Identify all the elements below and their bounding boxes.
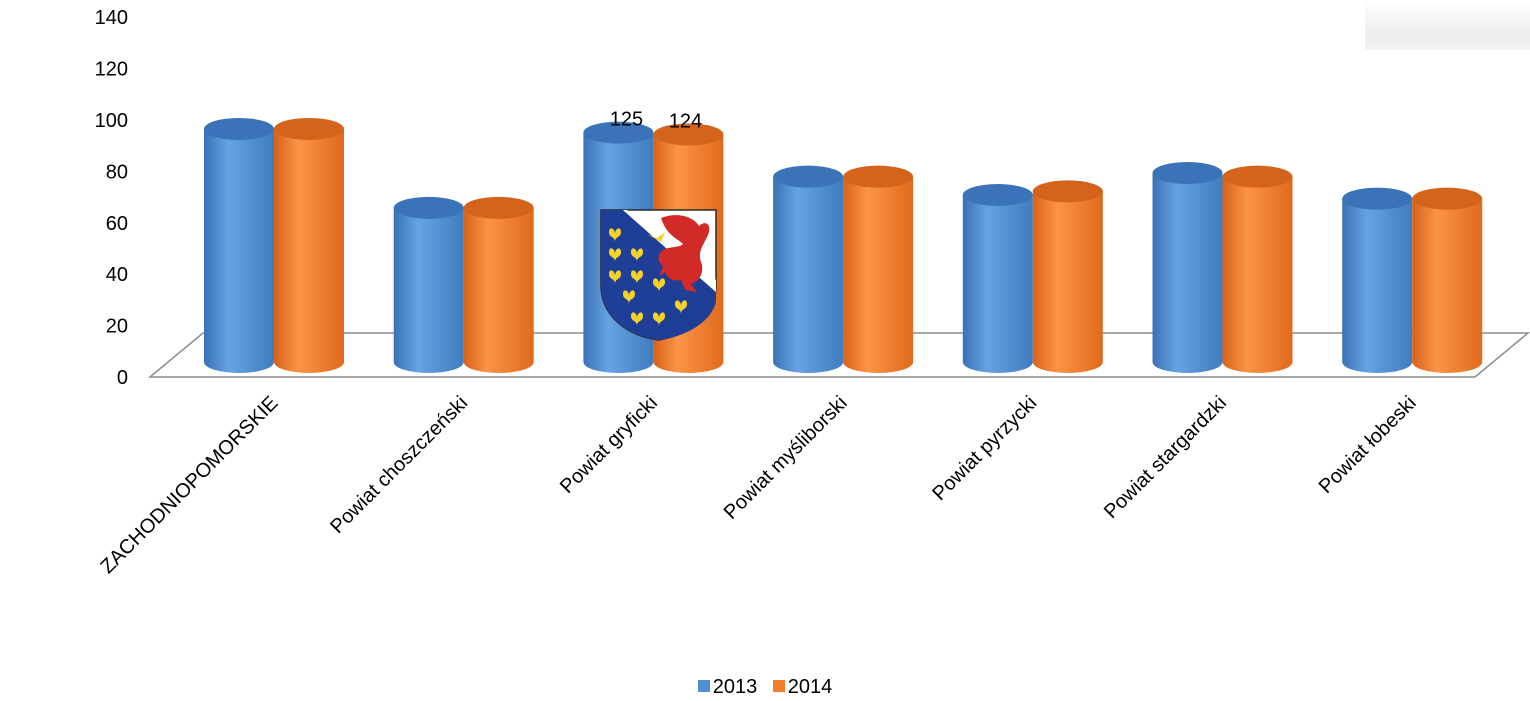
legend-item-2013: 2013: [697, 676, 758, 699]
bar-body: [1342, 198, 1413, 373]
bar: [773, 165, 844, 373]
y-tick-label: 40: [106, 264, 128, 286]
data-label: 124: [669, 110, 702, 132]
bar-top: [843, 165, 914, 188]
x-tick-label: Powiat gryficki: [556, 392, 662, 498]
bar-body: [773, 176, 844, 373]
bar: [1222, 165, 1293, 373]
bar-body: [962, 195, 1033, 373]
legend: 2013 2014: [0, 676, 1530, 699]
x-tick-label: Powiat stargardzki: [1100, 392, 1231, 523]
legend-swatch-2014: [772, 680, 785, 692]
bar: [1032, 180, 1103, 373]
bar: [962, 184, 1033, 373]
y-tick-label: 120: [95, 59, 128, 81]
bar: [204, 117, 274, 373]
y-tick-label: 80: [106, 161, 128, 183]
y-tick-label: 20: [106, 316, 128, 338]
bar-top: [583, 121, 654, 144]
bar-body: [1152, 172, 1223, 373]
data-label: 125: [610, 109, 643, 131]
bar-top: [393, 196, 464, 219]
bar-body: [393, 207, 464, 373]
y-tick-label: 60: [106, 213, 128, 235]
bar-body: [843, 176, 914, 373]
bar-top: [773, 165, 844, 188]
bar-body: [1222, 176, 1293, 373]
bars: ZACHODNIOPOMORSKIE Powiat choszczeński Pow…: [96, 109, 1483, 578]
y-tick-label: 100: [95, 110, 128, 132]
x-tick-label: Powiat łobeski: [1315, 392, 1421, 498]
bar: [843, 165, 914, 373]
bar-body: [1412, 198, 1483, 373]
legend-swatch-2013: [697, 680, 710, 692]
legend-label-2013: 2013: [712, 676, 758, 698]
bar: [1342, 187, 1413, 373]
legend-item-2014: 2014: [772, 676, 833, 699]
bar-top: [1222, 165, 1293, 188]
bar: [463, 196, 534, 373]
bar-top: [1152, 161, 1223, 184]
bar-body: [463, 207, 534, 373]
bar: [1152, 161, 1223, 373]
y-axis: 0 20 40 60 80 100 120 140: [95, 7, 128, 389]
corner-shadow: [1365, 0, 1530, 50]
bar: [393, 196, 464, 373]
bar-top: [653, 123, 724, 146]
x-tick-label: Powiat pyrzycki: [928, 392, 1041, 505]
bar: [274, 117, 344, 373]
bar-top: [1412, 187, 1483, 210]
y-tick-label: 0: [117, 367, 128, 389]
bar-top: [274, 117, 344, 140]
bar-top: [1032, 180, 1103, 203]
x-tick-label: ZACHODNIOPOMORSKIE: [96, 392, 282, 578]
bar: [1412, 187, 1483, 373]
y-tick-label: 140: [95, 7, 128, 29]
bar-body: [204, 128, 274, 373]
coat-of-arms: [600, 209, 717, 341]
bar-body: [274, 128, 344, 373]
bar-top: [1342, 187, 1413, 210]
bar-top: [204, 117, 274, 140]
bar-top: [463, 196, 534, 219]
bar-body: [1032, 191, 1103, 373]
x-tick-label: Powiat myśliborski: [720, 392, 852, 524]
x-tick-label: Powiat choszczeński: [326, 392, 472, 538]
bar-top: [962, 184, 1033, 207]
legend-label-2014: 2014: [787, 676, 833, 698]
